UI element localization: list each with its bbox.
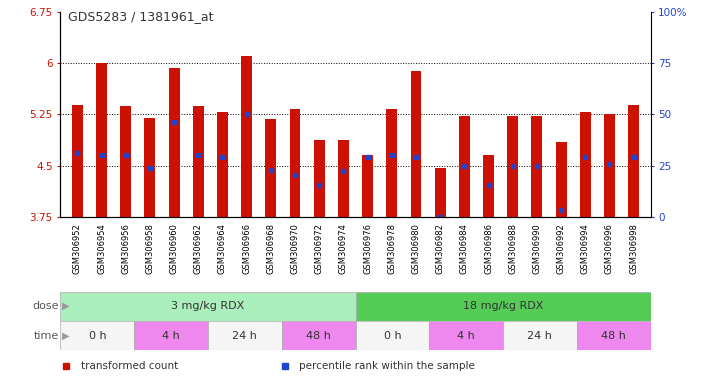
Bar <box>434 168 446 217</box>
Bar <box>241 56 252 217</box>
Bar <box>531 116 542 217</box>
Bar <box>60 321 134 350</box>
Bar <box>507 116 518 217</box>
Text: 18 mg/kg RDX: 18 mg/kg RDX <box>463 301 543 311</box>
Text: percentile rank within the sample: percentile rank within the sample <box>299 361 476 371</box>
Text: GSM306980: GSM306980 <box>412 223 420 274</box>
Text: GSM306978: GSM306978 <box>387 223 396 274</box>
Bar <box>629 105 639 217</box>
Text: GSM306952: GSM306952 <box>73 223 82 273</box>
Bar <box>144 118 156 217</box>
Bar <box>265 119 277 217</box>
Text: GSM306994: GSM306994 <box>581 223 589 273</box>
Text: GSM306964: GSM306964 <box>218 223 227 274</box>
Bar <box>356 321 429 350</box>
Text: 48 h: 48 h <box>602 331 626 341</box>
Text: GSM306956: GSM306956 <box>122 223 130 274</box>
Text: transformed count: transformed count <box>81 361 178 371</box>
Bar <box>577 321 651 350</box>
Bar <box>410 71 422 217</box>
Bar <box>120 106 131 217</box>
Text: 48 h: 48 h <box>306 331 331 341</box>
Bar <box>289 109 301 217</box>
Bar <box>193 106 204 217</box>
Text: GSM306984: GSM306984 <box>460 223 469 274</box>
Bar <box>217 112 228 217</box>
Text: GSM306972: GSM306972 <box>315 223 324 274</box>
Bar <box>483 156 494 217</box>
Bar <box>208 321 282 350</box>
Text: ▶: ▶ <box>62 301 70 311</box>
Text: dose: dose <box>33 301 59 311</box>
Text: GSM306976: GSM306976 <box>363 223 372 274</box>
Text: GSM306954: GSM306954 <box>97 223 106 273</box>
Bar <box>429 321 503 350</box>
Bar <box>459 116 470 217</box>
Bar <box>134 321 208 350</box>
Bar <box>362 156 373 217</box>
Text: GSM306982: GSM306982 <box>436 223 444 274</box>
Bar <box>169 68 180 217</box>
Text: GSM306968: GSM306968 <box>267 223 275 274</box>
Bar <box>282 321 356 350</box>
Bar <box>580 112 591 217</box>
Text: GSM306996: GSM306996 <box>605 223 614 274</box>
Text: 4 h: 4 h <box>162 331 180 341</box>
Text: 0 h: 0 h <box>383 331 401 341</box>
Text: ▶: ▶ <box>62 331 70 341</box>
Text: GSM306992: GSM306992 <box>557 223 565 273</box>
Text: GSM306974: GSM306974 <box>339 223 348 274</box>
Bar <box>96 63 107 217</box>
Text: GSM306988: GSM306988 <box>508 223 517 274</box>
Bar <box>314 140 325 217</box>
Bar <box>72 105 82 217</box>
Text: GSM306966: GSM306966 <box>242 223 251 274</box>
Text: GSM306986: GSM306986 <box>484 223 493 274</box>
Text: GSM306960: GSM306960 <box>170 223 178 274</box>
Text: time: time <box>33 331 59 341</box>
Bar <box>338 140 349 217</box>
Bar <box>503 321 577 350</box>
Text: 0 h: 0 h <box>88 331 106 341</box>
Text: 24 h: 24 h <box>528 331 552 341</box>
Text: GSM306958: GSM306958 <box>146 223 154 274</box>
Bar <box>60 292 356 321</box>
Text: GSM306970: GSM306970 <box>291 223 299 274</box>
Bar <box>555 142 567 217</box>
Bar <box>386 109 397 217</box>
Text: GSM306998: GSM306998 <box>629 223 638 274</box>
Text: 3 mg/kg RDX: 3 mg/kg RDX <box>171 301 245 311</box>
Text: GSM306962: GSM306962 <box>194 223 203 274</box>
Text: 24 h: 24 h <box>232 331 257 341</box>
Text: GSM306990: GSM306990 <box>533 223 541 273</box>
Text: 4 h: 4 h <box>457 331 475 341</box>
Bar <box>356 292 651 321</box>
Text: GDS5283 / 1381961_at: GDS5283 / 1381961_at <box>68 10 213 23</box>
Bar <box>604 114 615 217</box>
